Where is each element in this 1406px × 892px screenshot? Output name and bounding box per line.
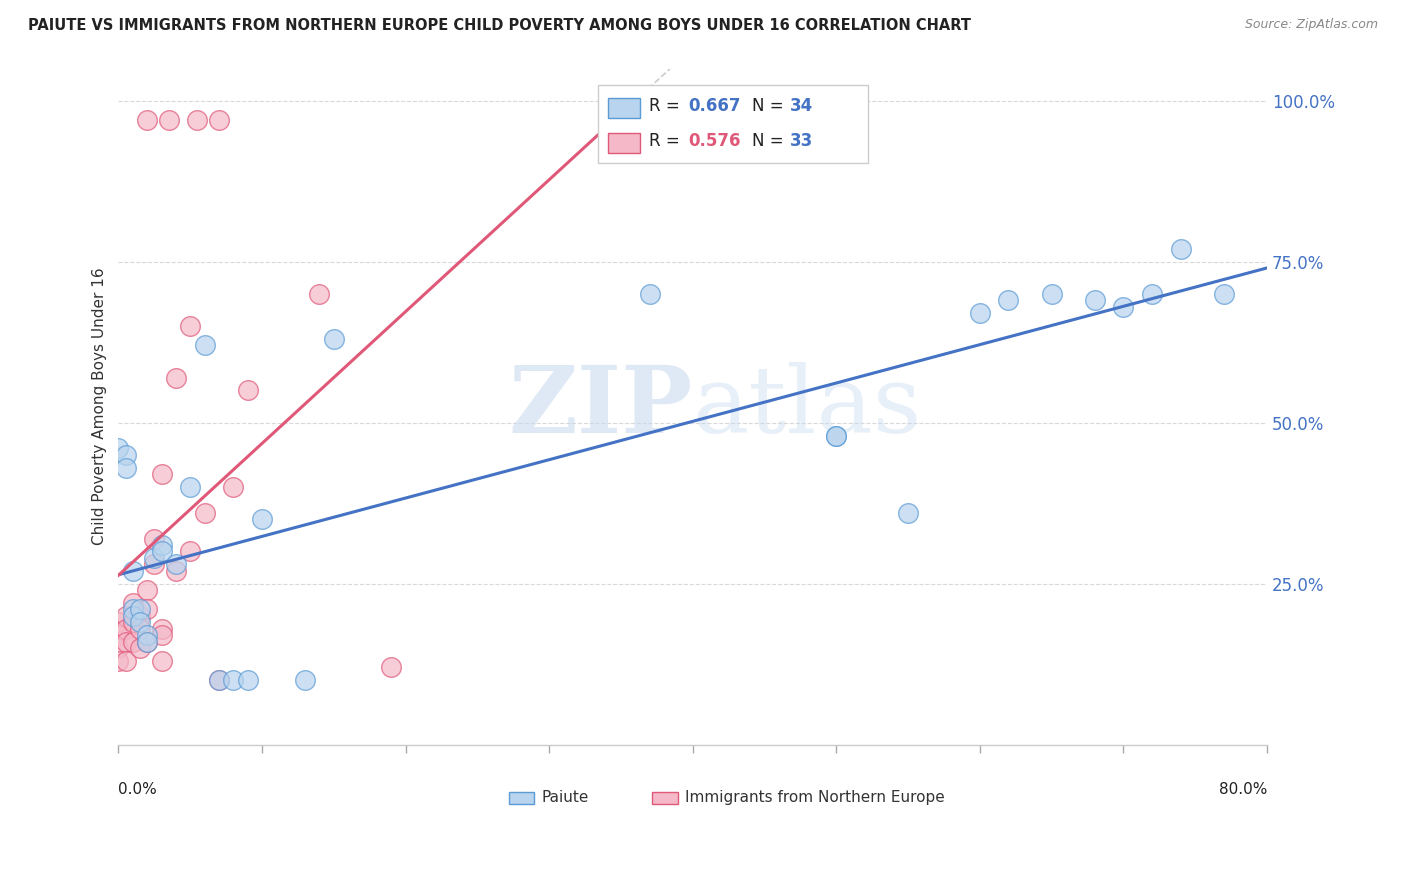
Point (897, 506, 920, 520)
Text: Immigrants from Northern Europe: Immigrants from Northern Europe (685, 789, 945, 805)
Point (208, 113, 231, 128)
Text: N =: N = (752, 96, 789, 115)
Text: 0.667: 0.667 (688, 96, 741, 115)
Point (136, 628, 159, 642)
Point (236, 673, 259, 688)
Point (1140, 286, 1163, 301)
Point (308, 286, 330, 301)
Point (121, 602, 143, 616)
Point (165, 370, 187, 384)
Point (250, 512, 273, 526)
Text: Source: ZipAtlas.com: Source: ZipAtlas.com (1244, 18, 1378, 31)
Point (107, 615, 129, 630)
FancyBboxPatch shape (652, 792, 678, 804)
Point (997, 293, 1019, 308)
Point (825, 428, 848, 442)
Text: R =: R = (650, 132, 685, 150)
Point (179, 480, 201, 494)
Point (121, 608, 143, 623)
Point (143, 532, 166, 546)
FancyBboxPatch shape (599, 86, 869, 163)
Point (1112, 300, 1135, 314)
Point (236, 384, 259, 398)
Point (150, 538, 173, 552)
Point (825, 428, 848, 442)
Text: ZIP: ZIP (509, 361, 693, 451)
Point (194, 338, 217, 352)
Point (322, 332, 344, 346)
Point (114, 448, 136, 462)
Point (165, 558, 187, 572)
Point (222, 480, 245, 494)
Point (129, 640, 152, 655)
Point (194, 506, 217, 520)
Point (179, 319, 201, 334)
FancyBboxPatch shape (607, 97, 640, 118)
Point (121, 615, 143, 630)
Point (143, 550, 166, 565)
Point (107, 628, 129, 642)
Point (380, 660, 402, 674)
Text: 0.0%: 0.0% (118, 781, 157, 797)
Point (157, 113, 180, 128)
Point (121, 564, 143, 578)
Point (114, 460, 136, 475)
Point (136, 634, 159, 648)
Point (129, 622, 152, 636)
Point (186, 113, 208, 128)
Point (121, 596, 143, 610)
Point (107, 442, 129, 456)
Point (136, 634, 159, 648)
Point (143, 558, 166, 572)
Point (121, 634, 143, 648)
Point (638, 286, 661, 301)
Point (114, 634, 136, 648)
Point (136, 602, 159, 616)
Point (208, 673, 231, 688)
Point (114, 622, 136, 636)
Point (1170, 242, 1192, 256)
Text: 80.0%: 80.0% (1219, 781, 1267, 797)
Point (294, 673, 316, 688)
Point (1040, 286, 1063, 301)
Text: R =: R = (650, 96, 685, 115)
Y-axis label: Child Poverty Among Boys Under 16: Child Poverty Among Boys Under 16 (93, 268, 107, 545)
Point (136, 113, 159, 128)
Point (969, 306, 991, 320)
Text: 34: 34 (790, 96, 814, 115)
Point (179, 544, 201, 558)
Point (114, 608, 136, 623)
Text: 0.576: 0.576 (688, 132, 741, 150)
Point (129, 608, 152, 623)
Point (150, 467, 173, 482)
Text: 33: 33 (790, 132, 814, 150)
Point (129, 615, 152, 630)
Text: N =: N = (752, 132, 789, 150)
Point (107, 654, 129, 668)
Point (129, 602, 152, 616)
FancyBboxPatch shape (607, 133, 640, 153)
Point (107, 640, 129, 655)
Text: PAIUTE VS IMMIGRANTS FROM NORTHERN EUROPE CHILD POVERTY AMONG BOYS UNDER 16 CORR: PAIUTE VS IMMIGRANTS FROM NORTHERN EUROP… (28, 18, 972, 33)
Point (1212, 286, 1234, 301)
Point (136, 582, 159, 597)
Point (208, 673, 231, 688)
Point (150, 622, 173, 636)
Point (114, 654, 136, 668)
FancyBboxPatch shape (509, 792, 534, 804)
Point (150, 654, 173, 668)
Text: Paiute: Paiute (541, 789, 589, 805)
Point (222, 673, 245, 688)
Point (165, 564, 187, 578)
Point (150, 544, 173, 558)
Point (150, 628, 173, 642)
Point (1084, 293, 1107, 308)
Text: atlas: atlas (693, 361, 922, 451)
